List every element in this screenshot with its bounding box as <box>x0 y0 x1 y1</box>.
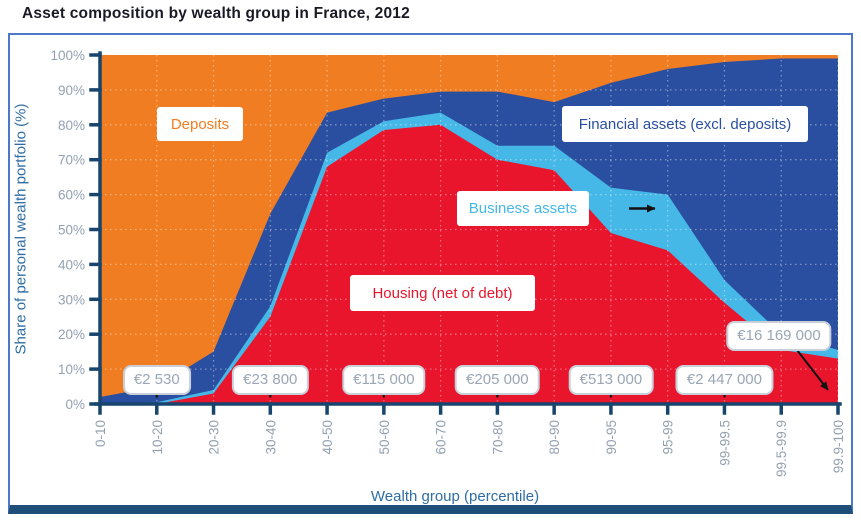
annotation-box: €16 169 000 <box>726 321 832 351</box>
x-tick-label: 99-99.5 <box>717 420 732 466</box>
axes <box>89 51 842 415</box>
annotation-box: €2 530 <box>122 365 191 395</box>
y-tick-label: 0% <box>65 397 85 412</box>
y-tick-label: 30% <box>58 292 85 307</box>
x-tick-label: 30-40 <box>263 420 278 455</box>
chart-frame <box>8 33 853 514</box>
x-axis-title: Wealth group (percentile) <box>370 488 540 505</box>
y-axis-title: Share of personal wealth portfolio (%) <box>12 103 30 355</box>
deposits-area-label: Deposits <box>157 107 243 141</box>
x-tick-label: 10-20 <box>150 420 165 455</box>
x-tick-label: 95-99 <box>661 420 676 455</box>
y-tick-label: 80% <box>58 118 85 133</box>
area-housing <box>100 124 838 405</box>
y-tick-label: 20% <box>58 327 85 342</box>
y-tick-label: 50% <box>58 223 85 238</box>
annotation-box: €513 000 <box>568 365 654 395</box>
annotation-box: €2 447 000 <box>675 365 773 395</box>
housing-area-label: Housing (net of debt) <box>350 275 535 311</box>
y-tick-label: 70% <box>58 153 85 168</box>
x-tick-label: 60-70 <box>434 420 449 455</box>
x-tick-label: 0-10 <box>93 420 108 447</box>
annotation-arrow <box>796 349 829 391</box>
y-tick-label: 100% <box>50 48 85 63</box>
x-tick-label: 40-50 <box>320 420 335 455</box>
annotation-box: €205 000 <box>455 365 540 395</box>
x-tick-label: 20-30 <box>207 420 222 455</box>
x-tick-label: 80-90 <box>547 420 562 455</box>
x-tick-label: 50-60 <box>377 420 392 455</box>
y-tick-label: 60% <box>58 188 85 203</box>
x-tick-label: 70-80 <box>490 420 505 455</box>
y-tick-label: 10% <box>58 362 85 377</box>
x-tick-label: 99.5-99.9 <box>774 420 789 477</box>
x-tick-label: 99.9-100 <box>831 420 846 473</box>
y-tick-label: 90% <box>58 83 85 98</box>
tick-labels: 0% 10% 20% 30% 40% 50% 60% 70% 80% 90% 100% 0-10 10-… <box>50 48 846 477</box>
chart-title: Asset composition by wealth group in Fra… <box>22 5 410 22</box>
financial-assets-area-label: Financial assets (excl. deposits) <box>562 106 808 142</box>
x-tick-label: 90-95 <box>604 420 619 455</box>
annotation-box: €115 000 <box>342 365 426 395</box>
business-assets-area-label: Business assets <box>457 191 589 226</box>
annotation-box: €23 800 <box>232 365 309 395</box>
y-tick-label: 40% <box>58 257 85 272</box>
